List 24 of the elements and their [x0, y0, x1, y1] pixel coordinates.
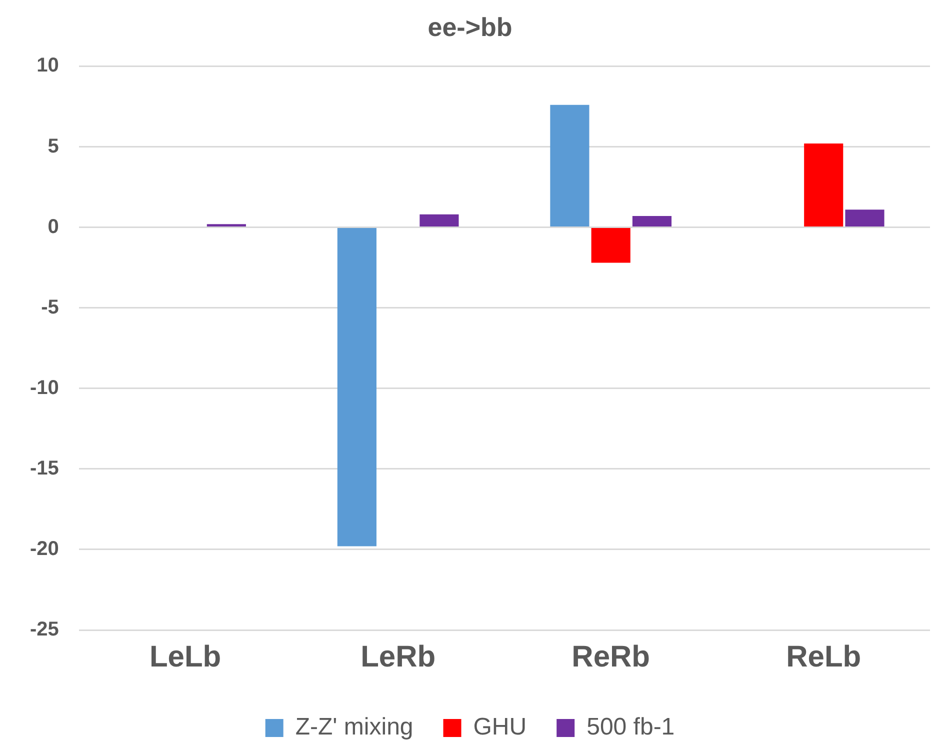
bar: [845, 210, 884, 227]
x-tick-label: ReRb: [572, 640, 650, 674]
x-tick-label: LeRb: [360, 640, 436, 674]
chart-title: ee->bb: [428, 12, 512, 42]
y-tick-label: -10: [30, 376, 59, 399]
y-tick-label: 10: [36, 54, 59, 77]
y-tick-label: -20: [30, 538, 59, 560]
bar: [337, 228, 376, 546]
bar: [632, 216, 672, 227]
y-tick-label: 5: [48, 135, 59, 158]
legend-label: Z-Z' mixing: [295, 714, 414, 741]
bar: [550, 104, 590, 227]
y-tick-label: -15: [30, 457, 59, 480]
legend-label: 500 fb-1: [586, 714, 675, 741]
bar: [804, 144, 844, 227]
bar: [206, 224, 246, 227]
y-tick-label: -25: [30, 618, 59, 641]
x-tick-label: ReLb: [786, 640, 862, 674]
x-tick-label: LeLb: [149, 640, 222, 674]
y-tick-label: -5: [41, 296, 59, 318]
y-tick-label: 0: [48, 216, 59, 238]
bar: [420, 214, 459, 227]
bar: [591, 228, 630, 263]
legend-label: GHU: [473, 714, 527, 741]
